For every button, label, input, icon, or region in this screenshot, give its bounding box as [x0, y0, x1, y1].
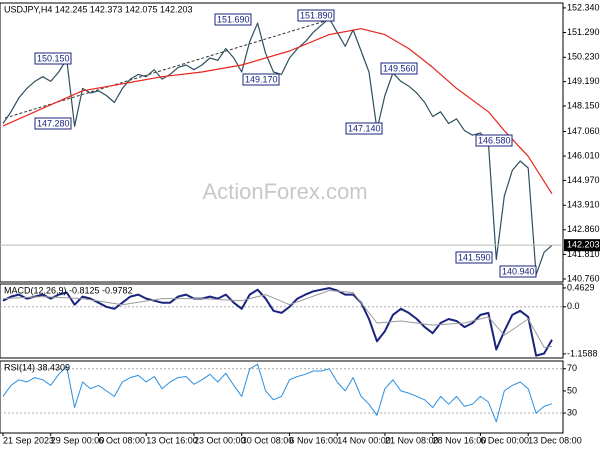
annotation-box: [345, 122, 383, 135]
annotation: 147.280: [37, 118, 70, 128]
x-tick-label: 13 Oct 16:00: [146, 435, 198, 445]
y-tick-label: 146.010: [567, 150, 600, 160]
panel-frame: [0, 2, 564, 283]
annotation: 151.690: [217, 14, 250, 24]
panel-title: USDJPY,H4 142.245 142.373 142.075 142.20…: [4, 4, 193, 14]
annotation: 146.580: [478, 135, 511, 145]
y-tick-label: 149.190: [567, 76, 600, 86]
series-line: [2, 363, 553, 423]
x-tick-label: 14 Nov 00:00: [337, 435, 391, 445]
annotation-box: [499, 265, 537, 278]
x-tick-label: 13 Dec 08:00: [528, 435, 582, 445]
y-tick-label: 144.970: [567, 175, 600, 185]
x-tick-label: 28 Nov 16:00: [433, 435, 487, 445]
panel-title: RSI(14) 38.4309: [4, 362, 70, 372]
annotation-box: [242, 73, 280, 86]
annotation: 140.940: [502, 266, 535, 276]
y-tick-label: 140.760: [567, 273, 600, 283]
y-tick-label: 141.810: [567, 249, 600, 259]
y-tick-label: 147.060: [567, 126, 600, 136]
watermark: ActionForex.com: [202, 179, 367, 204]
y-tick-label: 0.4629: [567, 282, 595, 292]
x-tick-label: 6 Nov 16:00: [289, 435, 338, 445]
x-tick-label: 23 Oct 00:00: [194, 435, 246, 445]
y-tick-label: -1.1588: [567, 348, 598, 358]
series-line: [2, 17, 553, 276]
annotation: 151.890: [300, 10, 333, 20]
y-tick-label: 151.290: [567, 27, 600, 37]
y-tick-label: 143.910: [567, 200, 600, 210]
annotation-box: [34, 117, 72, 130]
series-line: [2, 28, 553, 195]
x-tick-label: 29 Sep 00:00: [51, 435, 105, 445]
annotation-box: [214, 13, 252, 26]
annotation: 150.150: [37, 53, 70, 63]
y-tick-label: 0.0: [567, 301, 580, 311]
annotation-box: [380, 62, 418, 75]
y-tick-label: 142.860: [567, 224, 600, 234]
y-tick-label: 50: [567, 385, 577, 395]
last-price-box: [564, 239, 600, 252]
panel-frame: [0, 283, 564, 359]
y-tick-label: 148.150: [567, 100, 600, 110]
y-tick-label: 152.340: [567, 2, 600, 12]
x-tick-label: 21 Sep 2023: [3, 435, 54, 445]
y-tick-label: 150.230: [567, 52, 600, 62]
panel-frame: [0, 360, 564, 434]
annotation: 147.140: [348, 123, 381, 133]
annotation: 149.170: [245, 74, 278, 84]
y-tick-label: 70: [567, 363, 577, 373]
annotation-box: [455, 251, 493, 264]
x-tick-label: 30 Oct 08:00: [242, 435, 294, 445]
annotation: 141.590: [458, 252, 491, 262]
x-tick-label: 21 Nov 08:00: [385, 435, 439, 445]
x-tick-label: 6 Dec 00:00: [480, 435, 529, 445]
last-price-label: 142.203: [567, 240, 600, 250]
annotation: 149.560: [383, 63, 416, 73]
series-line: [2, 290, 553, 348]
annotation-box: [297, 9, 335, 22]
annotation-box: [34, 52, 72, 65]
x-tick-label: 6 Oct 08:00: [98, 435, 145, 445]
annotation-box: [475, 134, 513, 147]
panel-title: MACD(12,26,9) -0.8125 -0.9782: [4, 285, 133, 295]
y-tick-label: 30: [567, 407, 577, 417]
